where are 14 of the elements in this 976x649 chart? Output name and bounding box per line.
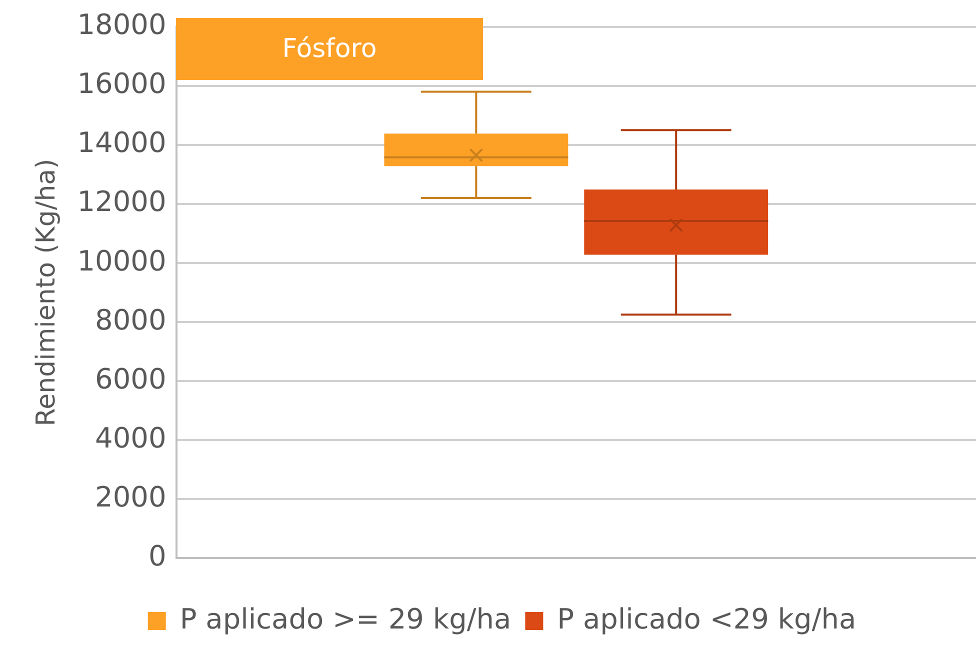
y-tick-label: 14000: [77, 126, 166, 160]
y-tick-label: 4000: [95, 421, 166, 454]
y-tick-label: 18000: [77, 8, 166, 42]
legend-label: P aplicado >= 29 kg/ha: [180, 602, 512, 636]
y-axis-title: Rendimiento (Kg/ha): [31, 158, 62, 426]
y-tick-label: 12000: [77, 185, 166, 218]
title-banner: Fósforo: [176, 18, 483, 80]
y-tick-label: 0: [148, 539, 166, 572]
y-tick-label: 2000: [95, 480, 166, 514]
y-tick-label: 10000: [77, 244, 166, 278]
y-tick-label: 16000: [77, 67, 166, 100]
y-tick-label: 6000: [95, 362, 166, 396]
legend-label: P aplicado <29 kg/ha: [557, 602, 856, 636]
y-tick-label: 8000: [95, 303, 166, 336]
